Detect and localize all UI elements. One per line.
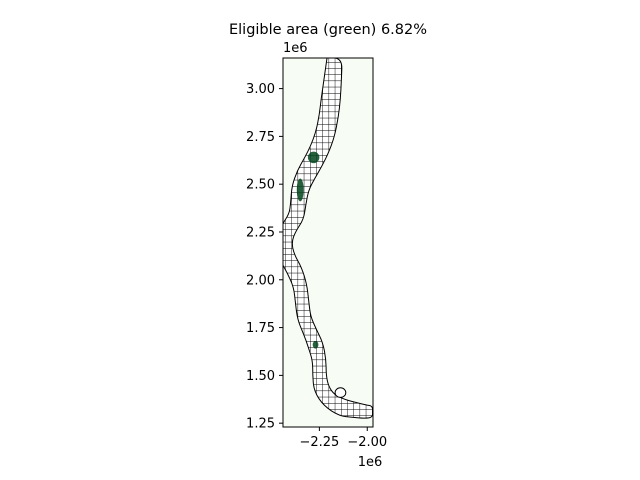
y-offset-label: 1e6 <box>283 41 308 56</box>
y-tick-label: 1.25 <box>246 417 275 432</box>
eligible-patch-2 <box>312 340 319 349</box>
eligible-patch-1 <box>296 178 304 202</box>
x-axis: −2.25 −2.00 <box>299 427 387 450</box>
chart-title: Eligible area (green) 6.82% <box>229 22 427 38</box>
y-tick-label: 2.00 <box>246 273 275 288</box>
axes-frame <box>282 57 374 428</box>
y-tick-label: 2.50 <box>246 178 275 193</box>
y-tick-label: 2.75 <box>246 130 275 145</box>
map-data-layer <box>283 58 373 419</box>
corridor-hole-0 <box>334 387 347 398</box>
x-tick-label: −2.00 <box>347 435 387 450</box>
y-tick-label: 1.50 <box>246 369 275 384</box>
hatched-corridor <box>283 58 373 419</box>
y-tick-label: 1.75 <box>246 321 275 336</box>
y-tick-label: 3.00 <box>246 82 275 97</box>
y-tick-label: 2.25 <box>246 225 275 240</box>
x-tick-label: −2.25 <box>299 435 339 450</box>
x-offset-label: 1e6 <box>358 455 383 470</box>
eligible-patch-0 <box>307 151 320 164</box>
y-axis: 1.25 1.50 1.75 2.00 2.25 2.50 2.75 3.00 <box>246 82 283 432</box>
